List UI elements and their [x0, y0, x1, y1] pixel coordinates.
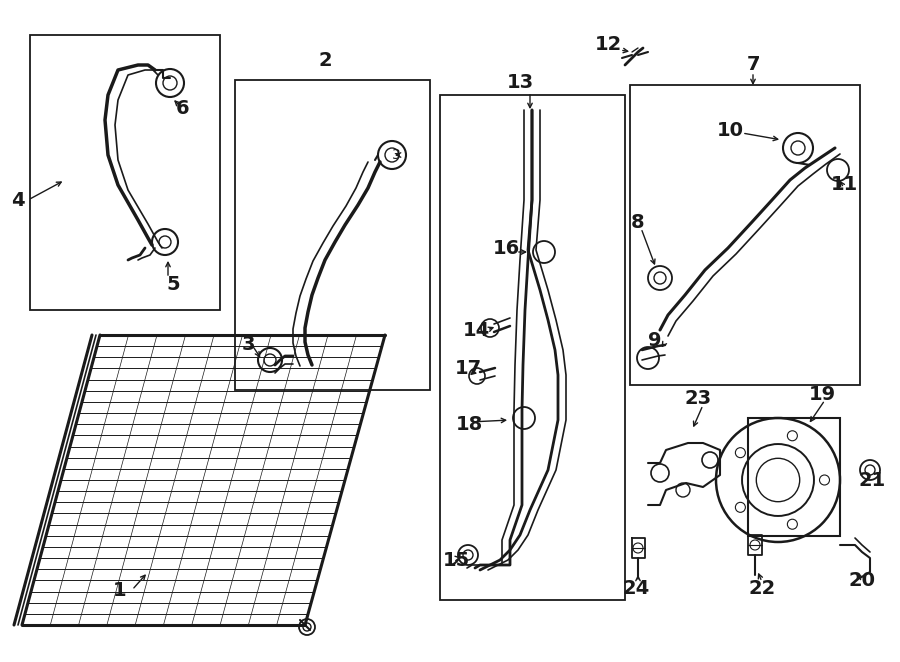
Text: 11: 11 [831, 175, 858, 195]
Bar [235, 80, 430, 390]
Text: 6: 6 [176, 99, 190, 117]
Text: 21: 21 [859, 471, 886, 489]
Text: 12: 12 [594, 36, 622, 54]
Circle shape [860, 460, 880, 480]
Text: 3: 3 [241, 336, 255, 354]
Text: 18: 18 [455, 416, 482, 434]
Text: 8: 8 [631, 213, 644, 232]
Bar [748, 418, 840, 536]
Text: 9: 9 [648, 330, 662, 350]
Text: 5: 5 [166, 275, 180, 295]
Text: 23: 23 [684, 389, 712, 408]
Text: 3: 3 [392, 148, 400, 162]
Text: 13: 13 [507, 73, 534, 91]
Text: 2: 2 [319, 50, 332, 70]
Text: 19: 19 [808, 385, 835, 404]
Text: 4: 4 [11, 191, 25, 209]
Text: 17: 17 [454, 359, 482, 377]
Bar [630, 85, 860, 385]
Bar [30, 35, 220, 310]
Text: 15: 15 [443, 551, 470, 569]
Bar [440, 95, 625, 600]
Text: 14: 14 [463, 320, 490, 340]
Text: 22: 22 [749, 579, 776, 598]
Text: 20: 20 [849, 571, 876, 589]
Text: 16: 16 [492, 238, 519, 258]
Text: 1: 1 [113, 581, 127, 600]
Text: 7: 7 [746, 56, 760, 75]
Text: 10: 10 [716, 120, 743, 140]
Text: 24: 24 [623, 579, 650, 598]
